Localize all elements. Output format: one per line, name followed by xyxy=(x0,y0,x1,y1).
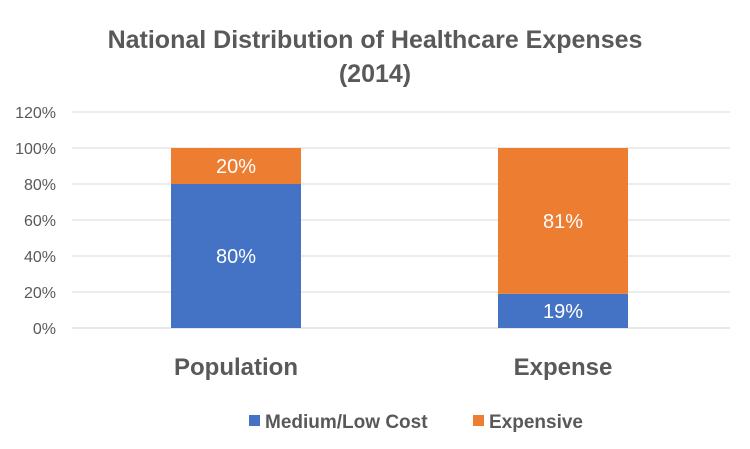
legend-label: Medium/Low Cost xyxy=(265,412,428,433)
bar-segment xyxy=(498,293,628,328)
legend-swatch xyxy=(249,415,260,426)
y-tick-label: 60% xyxy=(24,213,56,230)
y-tick-label: 120% xyxy=(15,105,56,122)
bar-segment xyxy=(498,148,628,294)
data-label: 80% xyxy=(216,246,256,268)
legend-label: Expensive xyxy=(489,412,583,433)
y-tick-label: 40% xyxy=(24,249,56,266)
legend-swatch xyxy=(473,415,484,426)
y-tick-label: 100% xyxy=(15,141,56,158)
x-category-label: Expense xyxy=(514,354,613,381)
chart-title-line-2: (2014) xyxy=(339,60,411,88)
y-tick-label: 20% xyxy=(24,285,56,302)
bar-segment xyxy=(171,184,301,328)
chart-title-line-1: National Distribution of Healthcare Expe… xyxy=(108,26,643,54)
data-label: 20% xyxy=(216,156,256,178)
y-tick-label: 0% xyxy=(33,321,56,338)
y-tick-label: 80% xyxy=(24,177,56,194)
data-label: 19% xyxy=(543,301,583,323)
data-label: 81% xyxy=(543,211,583,233)
x-category-label: Population xyxy=(174,354,298,381)
bar-segment xyxy=(171,148,301,184)
